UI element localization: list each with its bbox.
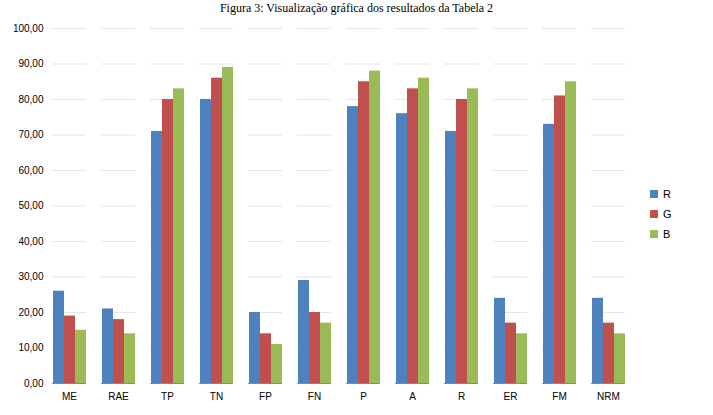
svg-text:80,00: 80,00 [18, 94, 43, 105]
html-text:Figura 3: Visualização gráfica: Figura 3: Visualização gráfica dos resul… [219, 1, 494, 15]
svg-text:NRM: NRM [597, 391, 620, 402]
html-text:G: G [663, 207, 672, 220]
svg-text:70,00: 70,00 [18, 129, 43, 140]
svg-text:R: R [458, 391, 465, 402]
html-text:R: R [663, 187, 671, 200]
html-text:B: B [663, 227, 671, 240]
svg-text:FP: FP [259, 391, 272, 402]
svg-text:100,00: 100,00 [13, 23, 44, 34]
svg-text:30,00: 30,00 [18, 271, 43, 282]
svg-text:TP: TP [161, 391, 174, 402]
svg-text:FN: FN [308, 391, 321, 402]
svg-text:90,00: 90,00 [18, 58, 43, 69]
svg-text:ER: ER [504, 391, 518, 402]
svg-text:TN: TN [210, 391, 223, 402]
svg-text:60,00: 60,00 [18, 165, 43, 176]
svg-text:A: A [409, 391, 416, 402]
svg-text:50,00: 50,00 [18, 200, 43, 211]
svg-text:ME: ME [62, 391, 77, 402]
svg-text:P: P [360, 391, 367, 402]
svg-text:0,00: 0,00 [24, 378, 44, 389]
svg-text:40,00: 40,00 [18, 236, 43, 247]
svg-text:FM: FM [552, 391, 566, 402]
svg-text:RAE: RAE [108, 391, 129, 402]
svg-text:20,00: 20,00 [18, 307, 43, 318]
svg-text:10,00: 10,00 [18, 342, 43, 353]
